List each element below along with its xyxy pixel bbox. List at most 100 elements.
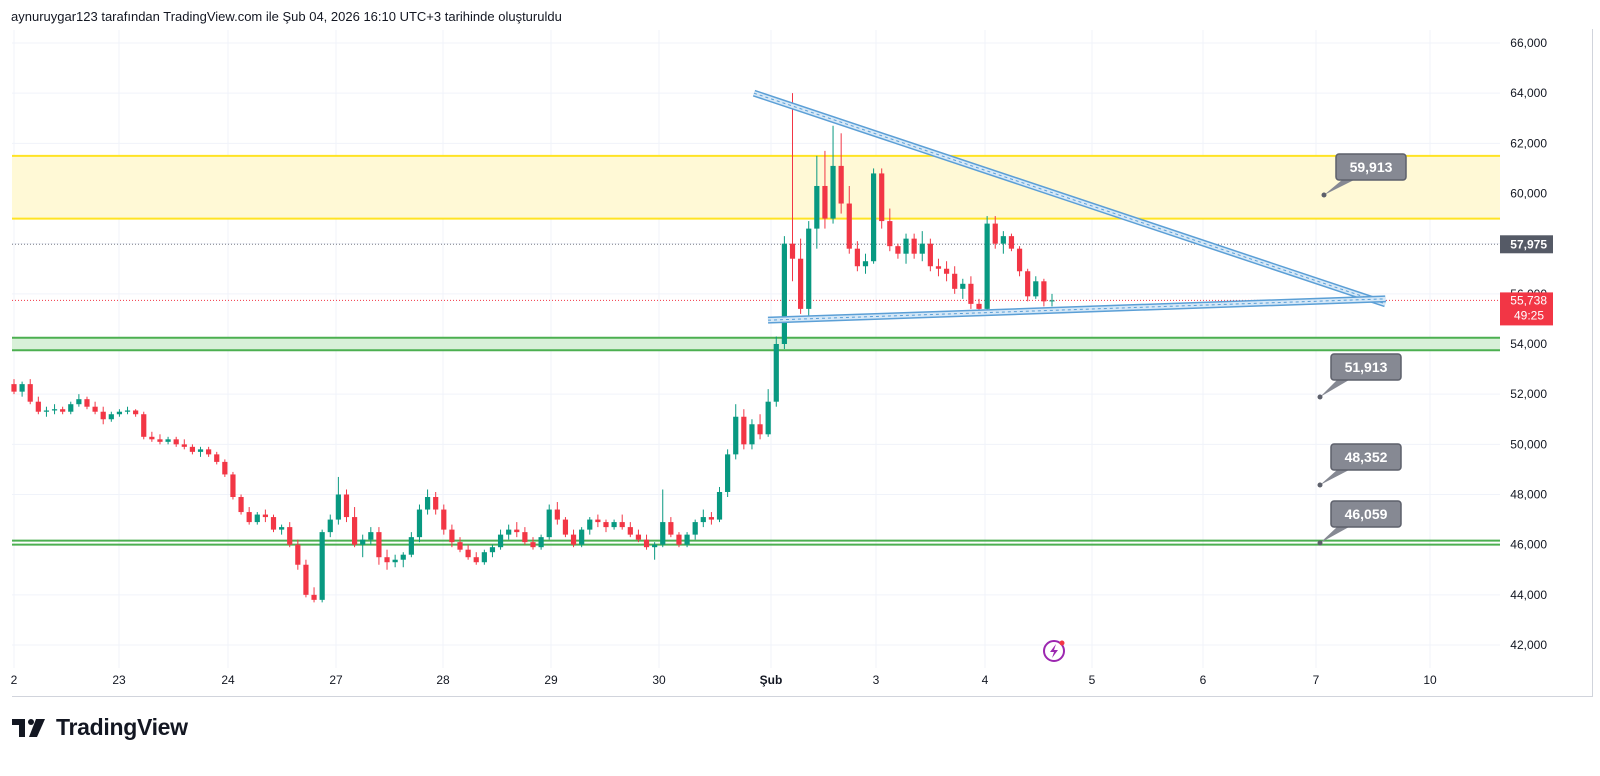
candle-body bbox=[116, 411, 123, 415]
price-chart[interactable]: 59,913 51,913 48,352 46,059 66,000 64,000 62,… bbox=[0, 0, 1600, 700]
previous-close-badge bbox=[1500, 235, 1553, 254]
candle-body bbox=[165, 439, 171, 442]
candle-body bbox=[384, 557, 390, 563]
candle-body bbox=[506, 529, 512, 535]
triangle-lower-trendline-center bbox=[767, 298, 1386, 321]
candle-body bbox=[838, 165, 844, 204]
candle-body bbox=[919, 243, 925, 254]
candle-body bbox=[489, 547, 496, 553]
candle-body bbox=[700, 517, 706, 523]
price-callouts[interactable]: 59,913 51,913 48,352 46,059 bbox=[1317, 153, 1407, 546]
price-callout-box bbox=[1330, 500, 1402, 528]
price-tick-label: 60,000 bbox=[1510, 187, 1547, 201]
candle-body bbox=[197, 449, 204, 452]
candle-body bbox=[360, 539, 366, 545]
candle-body bbox=[814, 185, 820, 229]
candle-body bbox=[887, 221, 893, 247]
candle-body bbox=[11, 384, 17, 392]
candle-body bbox=[279, 527, 285, 530]
time-tick-label: 7 bbox=[1313, 673, 1320, 687]
candle-body bbox=[725, 454, 731, 492]
candle-body bbox=[449, 529, 455, 543]
candle-body bbox=[92, 406, 98, 412]
previous-close-value: 57,975 bbox=[1510, 237, 1547, 251]
candle-body bbox=[189, 446, 196, 452]
candle-body bbox=[562, 519, 569, 535]
candle-body bbox=[660, 522, 666, 545]
time-axis[interactable]: 2 23 24 27 28 29 30 Şub 3 4 5 6 7 10 bbox=[11, 673, 1437, 687]
price-axis[interactable]: 66,00064,00062,00060,00058,00056,00054,0… bbox=[1500, 36, 1553, 652]
candle-body bbox=[903, 238, 909, 254]
price-tick-label: 46,000 bbox=[1510, 538, 1547, 552]
support-zone bbox=[12, 337, 1500, 351]
candle-body bbox=[643, 539, 650, 548]
tradingview-logo[interactable]: TradingView bbox=[12, 714, 188, 741]
candle-body bbox=[376, 532, 382, 558]
candle-body bbox=[684, 534, 690, 545]
candle-body bbox=[303, 564, 309, 595]
price-callout-anchor bbox=[1321, 192, 1327, 198]
price-callout-label: 51,913 bbox=[1345, 359, 1388, 375]
price-callout-box bbox=[1330, 353, 1402, 381]
price-callout-pointer bbox=[1320, 527, 1349, 543]
price-tick-label: 66,000 bbox=[1510, 36, 1547, 50]
candle-body bbox=[749, 424, 755, 445]
time-tick-label: Şub bbox=[760, 673, 783, 687]
last-price-value: 55,738 bbox=[1510, 293, 1547, 307]
candle-body bbox=[481, 552, 487, 563]
last-price-badge bbox=[1500, 292, 1553, 326]
candle-body bbox=[295, 544, 301, 565]
candle-body bbox=[35, 401, 41, 412]
candle-body bbox=[246, 512, 252, 523]
candle-body bbox=[173, 439, 179, 445]
time-tick-label: 10 bbox=[1423, 673, 1437, 687]
price-tick-label: 42,000 bbox=[1510, 638, 1547, 652]
candle-body bbox=[927, 243, 933, 267]
candle-body bbox=[668, 522, 674, 535]
candle-body bbox=[141, 414, 147, 437]
candle-body bbox=[457, 542, 463, 550]
candle-body bbox=[124, 410, 131, 412]
time-tick-label: 24 bbox=[221, 673, 235, 687]
candle-body bbox=[570, 534, 577, 545]
candle-body bbox=[1041, 281, 1047, 302]
time-tick-label: 3 bbox=[873, 673, 880, 687]
price-callout-anchor bbox=[1317, 540, 1323, 546]
candle-body bbox=[1033, 281, 1039, 297]
candle-body bbox=[652, 544, 658, 548]
candle-body bbox=[408, 537, 414, 555]
candle-body bbox=[27, 384, 33, 402]
candle-body bbox=[1049, 300, 1055, 302]
candle-body bbox=[1016, 248, 1023, 272]
candle-body bbox=[895, 246, 901, 254]
notification-dot-icon bbox=[1059, 640, 1065, 646]
candle-body bbox=[133, 410, 139, 415]
price-callout-pointer bbox=[1324, 180, 1354, 195]
price-tick-label: 44,000 bbox=[1510, 588, 1547, 602]
candle-body bbox=[206, 449, 212, 455]
candle-body bbox=[603, 522, 609, 528]
candle-body bbox=[335, 494, 341, 520]
candle-body bbox=[976, 303, 982, 309]
candle-body bbox=[595, 519, 601, 523]
candle-body bbox=[100, 411, 106, 420]
candle-body bbox=[351, 517, 358, 545]
price-tick-label: 64,000 bbox=[1510, 86, 1547, 100]
chart-attribution: aynuruygar123 tarafından TradingView.com… bbox=[11, 9, 562, 24]
trendline-drawings[interactable] bbox=[752, 89, 1387, 324]
price-zones bbox=[12, 154, 1500, 546]
candle-body bbox=[789, 243, 796, 259]
time-tick-label: 28 bbox=[436, 673, 450, 687]
candle-body bbox=[68, 404, 74, 412]
candle-body bbox=[554, 509, 560, 520]
candle-body bbox=[497, 534, 504, 548]
candle-body bbox=[522, 532, 528, 543]
triangle-upper-trendline-center bbox=[753, 92, 1386, 305]
candle-body bbox=[879, 173, 885, 222]
candle-body bbox=[992, 223, 998, 244]
candle-body bbox=[611, 522, 617, 528]
candle-body bbox=[1008, 236, 1015, 249]
candle-body bbox=[781, 243, 787, 344]
candle-body bbox=[911, 238, 917, 254]
candle-body bbox=[392, 559, 398, 563]
